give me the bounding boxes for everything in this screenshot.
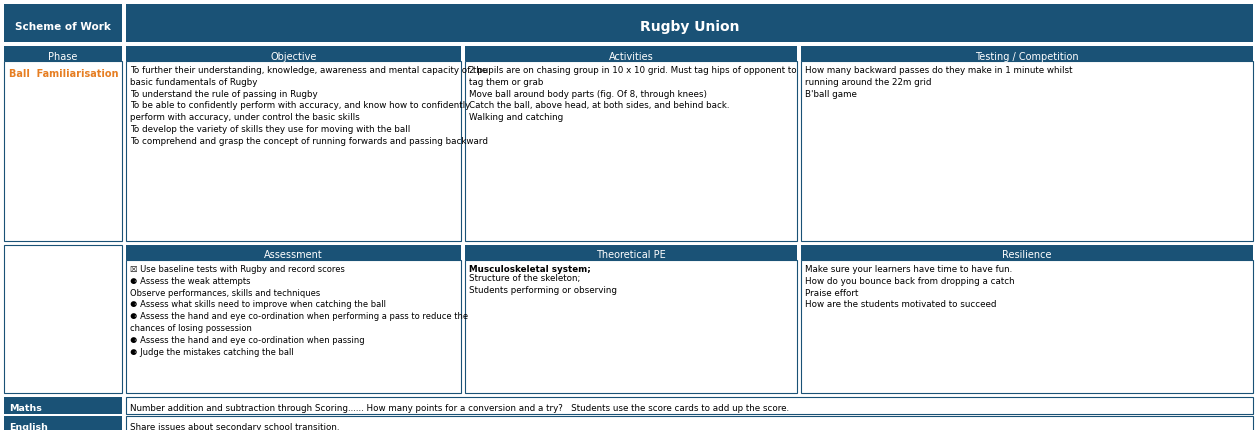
Text: Testing / Competition: Testing / Competition	[975, 52, 1079, 61]
Bar	[4, 397, 122, 414]
Bar	[4, 61, 122, 241]
Text: Activities: Activities	[608, 52, 654, 61]
Text: Scheme of Work: Scheme of Work	[15, 22, 111, 31]
Text: How many backward passes do they make in 1 minute whilst
running around the 22m : How many backward passes do they make in…	[804, 66, 1072, 98]
Bar	[126, 416, 1253, 430]
Bar	[126, 4, 1253, 42]
Bar	[465, 260, 797, 393]
Text: Structure of the skeleton;
Students performing or observing: Structure of the skeleton; Students perf…	[469, 274, 617, 295]
Text: Phase: Phase	[48, 52, 78, 61]
Bar	[126, 245, 461, 260]
Text: English: English	[9, 423, 48, 430]
Text: Rugby Union: Rugby Union	[640, 19, 739, 34]
Text: Assessment: Assessment	[264, 251, 323, 261]
Text: 2 pupils are on chasing group in 10 x 10 grid. Must tag hips of opponent to
tag : 2 pupils are on chasing group in 10 x 10…	[469, 66, 797, 122]
Text: Number addition and subtraction through Scoring...... How many points for a conv: Number addition and subtraction through …	[129, 404, 789, 413]
Text: Make sure your learners have time to have fun.
How do you bounce back from dropp: Make sure your learners have time to hav…	[804, 265, 1014, 310]
Bar	[126, 260, 461, 393]
Text: ☒ Use baseline tests with Rugby and record scores
⚈ Assess the weak attempts
Obs: ☒ Use baseline tests with Rugby and reco…	[129, 265, 468, 356]
Text: Share issues about secondary school transition.: Share issues about secondary school tran…	[129, 423, 339, 430]
Bar	[801, 260, 1253, 393]
Text: Maths: Maths	[9, 404, 41, 413]
Text: Resilience: Resilience	[1002, 251, 1052, 261]
Bar	[126, 397, 1253, 414]
Text: Ball  Familiarisation: Ball Familiarisation	[9, 69, 118, 79]
Text: To further their understanding, knowledge, awareness and mental capacity of the
: To further their understanding, knowledg…	[129, 66, 488, 146]
Text: Musculoskeletal system;: Musculoskeletal system;	[469, 265, 591, 274]
Bar	[801, 61, 1253, 241]
Bar	[4, 245, 122, 393]
Bar	[126, 46, 461, 61]
Text: Theoretical PE: Theoretical PE	[596, 251, 666, 261]
Bar	[465, 46, 797, 61]
Bar	[4, 4, 122, 42]
Text: Objective: Objective	[270, 52, 317, 61]
Bar	[126, 61, 461, 241]
Bar	[465, 245, 797, 260]
Bar	[801, 46, 1253, 61]
Bar	[801, 245, 1253, 260]
Bar	[4, 46, 122, 61]
Bar	[4, 416, 122, 430]
Bar	[465, 61, 797, 241]
